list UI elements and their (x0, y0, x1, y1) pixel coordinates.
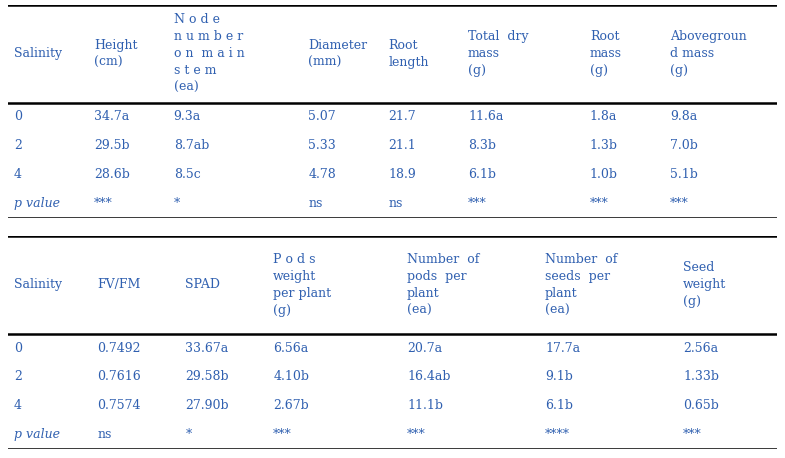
Text: 34.7a: 34.7a (94, 110, 129, 123)
Text: p value: p value (14, 196, 60, 210)
Text: 0.7616: 0.7616 (97, 371, 141, 383)
Text: ns: ns (309, 196, 323, 210)
Text: 9.3a: 9.3a (173, 110, 201, 123)
Text: 6.56a: 6.56a (273, 342, 309, 354)
Text: 9.1b: 9.1b (545, 371, 573, 383)
Text: 2: 2 (14, 139, 22, 152)
Text: P o d s
weight
per plant
(g): P o d s weight per plant (g) (273, 253, 331, 317)
Text: Diameter
(mm): Diameter (mm) (309, 38, 367, 69)
Text: ***: *** (94, 196, 112, 210)
Text: 11.6a: 11.6a (468, 110, 503, 123)
Text: 7.0b: 7.0b (670, 139, 698, 152)
Text: 4.10b: 4.10b (273, 371, 309, 383)
Text: 0: 0 (14, 342, 22, 354)
Text: 11.1b: 11.1b (407, 399, 443, 412)
Text: 21.1: 21.1 (388, 139, 416, 152)
Text: 6.1b: 6.1b (545, 399, 573, 412)
Text: ****: **** (545, 428, 570, 441)
Text: ***: *** (273, 428, 292, 441)
Text: ***: *** (407, 428, 425, 441)
Text: 1.33b: 1.33b (683, 371, 719, 383)
Text: Salinity: Salinity (14, 278, 62, 291)
Text: 5.1b: 5.1b (670, 168, 698, 181)
Text: 0.7574: 0.7574 (97, 399, 141, 412)
Text: 33.67a: 33.67a (185, 342, 228, 354)
Text: 29.58b: 29.58b (185, 371, 229, 383)
Text: Salinity: Salinity (14, 47, 62, 60)
Text: *: * (185, 428, 192, 441)
Text: 1.3b: 1.3b (590, 139, 618, 152)
Text: 2.56a: 2.56a (683, 342, 718, 354)
Text: 2: 2 (14, 371, 22, 383)
Text: 6.1b: 6.1b (468, 168, 496, 181)
Text: SPAD: SPAD (185, 278, 221, 291)
Text: 4: 4 (14, 399, 22, 412)
Text: 0.65b: 0.65b (683, 399, 719, 412)
Text: Root
length: Root length (388, 38, 429, 69)
Text: ns: ns (388, 196, 403, 210)
Text: 5.33: 5.33 (309, 139, 336, 152)
Text: FV/FM: FV/FM (97, 278, 141, 291)
Text: Root
mass
(g): Root mass (g) (590, 30, 622, 77)
Text: 17.7a: 17.7a (545, 342, 580, 354)
Text: 8.5c: 8.5c (173, 168, 200, 181)
Text: 27.90b: 27.90b (185, 399, 229, 412)
Text: 18.9: 18.9 (388, 168, 416, 181)
Text: Number  of
pods  per
plant
(ea): Number of pods per plant (ea) (407, 253, 480, 317)
Text: Seed
weight
(g): Seed weight (g) (683, 262, 726, 308)
Text: Height
(cm): Height (cm) (94, 38, 137, 69)
Text: 21.7: 21.7 (388, 110, 416, 123)
Text: 4.78: 4.78 (309, 168, 336, 181)
Text: ns: ns (97, 428, 112, 441)
Text: 8.7ab: 8.7ab (173, 139, 209, 152)
Text: Total  dry
mass
(g): Total dry mass (g) (468, 30, 528, 77)
Text: ***: *** (683, 428, 702, 441)
Text: ***: *** (670, 196, 688, 210)
Text: ***: *** (468, 196, 487, 210)
Text: 16.4ab: 16.4ab (407, 371, 451, 383)
Text: 0: 0 (14, 110, 22, 123)
Text: 2.67b: 2.67b (273, 399, 309, 412)
Text: Number  of
seeds  per
plant
(ea): Number of seeds per plant (ea) (545, 253, 617, 317)
Text: 20.7a: 20.7a (407, 342, 442, 354)
Text: N o d e
n u m b e r
o n  m a i n
s t e m
(ea): N o d e n u m b e r o n m a i n s t e m … (173, 13, 244, 94)
Text: 5.07: 5.07 (309, 110, 336, 123)
Text: Abovegroun
d mass
(g): Abovegroun d mass (g) (670, 30, 747, 77)
Text: *: * (173, 196, 180, 210)
Text: 1.8a: 1.8a (590, 110, 617, 123)
Text: ***: *** (590, 196, 608, 210)
Text: 9.8a: 9.8a (670, 110, 697, 123)
Text: 0.7492: 0.7492 (97, 342, 141, 354)
Text: 29.5b: 29.5b (94, 139, 130, 152)
Text: 8.3b: 8.3b (468, 139, 496, 152)
Text: 28.6b: 28.6b (94, 168, 130, 181)
Text: 1.0b: 1.0b (590, 168, 618, 181)
Text: 4: 4 (14, 168, 22, 181)
Text: p value: p value (14, 428, 60, 441)
